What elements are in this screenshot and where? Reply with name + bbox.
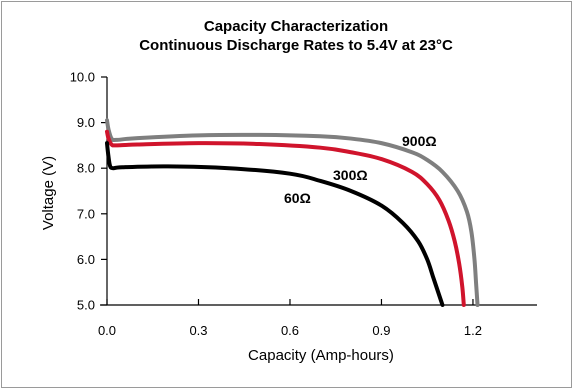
x-tick-label: 0.9: [372, 323, 390, 338]
y-tick-label: 9.0: [77, 115, 95, 130]
series-lines: [105, 118, 480, 307]
y-tick-label: 5.0: [77, 298, 95, 313]
x-tick-label: 1.2: [464, 323, 482, 338]
series-line-300: [105, 129, 466, 307]
y-tick-label: 10.0: [70, 70, 95, 85]
y-tick-label: 8.0: [77, 161, 95, 176]
x-tick-label: 0.6: [281, 323, 299, 338]
ticks: 0.0 0.3 0.6 0.9 1.2 5.0 6.0 7.0 8.0 9.0 10.0: [70, 70, 482, 339]
series-label-60: 60Ω: [284, 190, 311, 206]
series-line-900: [105, 118, 480, 307]
y-axis-label: Voltage (V): [40, 156, 57, 230]
y-tick-label: 7.0: [77, 206, 95, 221]
x-tick-label: 0.0: [98, 323, 116, 338]
chart-title: Capacity Characterization: [204, 18, 388, 35]
x-axis-label: Capacity (Amp-hours): [248, 347, 394, 364]
x-tick-label: 0.3: [189, 323, 207, 338]
chart-subtitle: Continuous Discharge Rates to 5.4V at 23…: [139, 37, 453, 54]
y-tick-label: 6.0: [77, 252, 95, 267]
series-label-900: 900Ω: [402, 133, 437, 149]
series-label-300: 300Ω: [333, 167, 368, 183]
series-line-60: [105, 141, 445, 307]
